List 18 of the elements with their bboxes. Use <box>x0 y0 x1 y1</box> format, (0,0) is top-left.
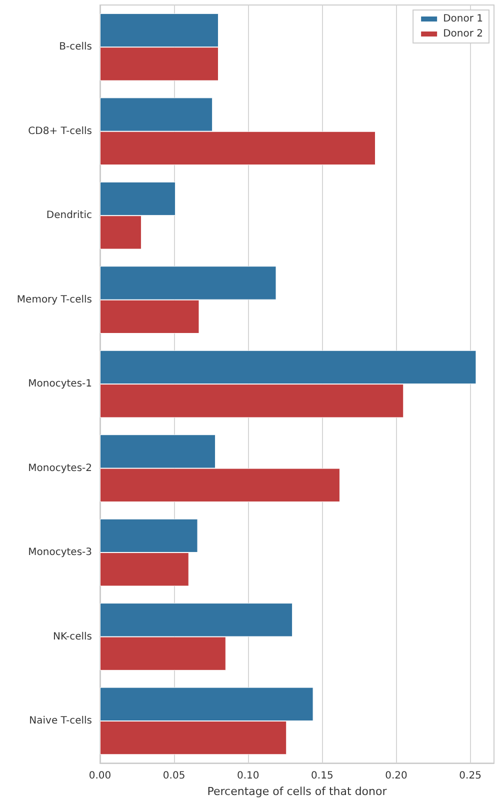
y-tick-label: Naive T-cells <box>29 715 92 726</box>
y-tick-label: Dendritic <box>46 210 92 222</box>
x-axis-title: Percentage of cells of that donor <box>207 785 388 798</box>
legend-label: Donor 2 <box>443 28 484 40</box>
y-tick-label: Monocytes-3 <box>28 547 92 558</box>
x-tick-label: 0.10 <box>236 770 260 782</box>
x-tick-label: 0.15 <box>311 770 334 782</box>
legend-label: Donor 1 <box>443 14 484 24</box>
x-tick-label: 0.25 <box>459 770 482 782</box>
y-tick-label: Memory T-cells <box>16 294 92 306</box>
y-tick-label: NK-cells <box>52 631 92 642</box>
x-tick-label: 0.00 <box>88 770 112 782</box>
y-tick-label: CD8+ T-cells <box>28 126 92 137</box>
y-tick-label: B-cells <box>59 42 92 53</box>
y-tick-label: Monocytes-2 <box>28 462 92 474</box>
x-tick-label: 0.05 <box>162 770 186 782</box>
y-tick-label: Monocytes-1 <box>28 378 92 390</box>
x-tick-label: 0.20 <box>385 770 408 782</box>
